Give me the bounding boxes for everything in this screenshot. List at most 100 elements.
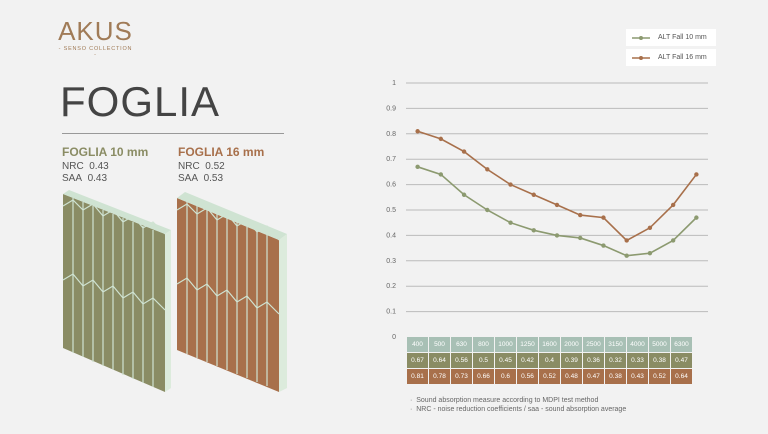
data-point	[624, 238, 629, 243]
product-name: FOGLIA 10 mm	[62, 145, 149, 159]
svg-text:0: 0	[392, 334, 396, 340]
frequency-row: 400 500 630 800 1000 1250 1600 2000 2500 3150 4000…	[406, 336, 693, 353]
data-point	[438, 172, 444, 177]
brand-tagline: - SENSO COLLECTION -	[58, 46, 133, 58]
page-title: FOGLIA	[60, 78, 221, 125]
data-point	[461, 192, 467, 197]
data-point	[670, 238, 676, 243]
brand-logo: AKUS - SENSO COLLECTION -	[58, 18, 133, 58]
data-point	[694, 215, 699, 220]
series-line	[417, 166, 697, 257]
table-cell: 6300	[670, 336, 693, 353]
saa-label: SAA	[178, 173, 199, 184]
table-cell: 0.81	[406, 368, 429, 385]
foglia-16-row: 0.81 0.78 0.73 0.66 0.6 0.56 0.52 0.48 0.47 0.38 0…	[406, 368, 693, 385]
data-point	[485, 167, 490, 172]
data-point	[647, 250, 653, 256]
table-cell: 1000	[494, 336, 517, 353]
table-cell: 2000	[560, 336, 583, 353]
table-cell: 0.38	[648, 352, 671, 369]
brand-name: AKUS	[58, 16, 133, 46]
table-cell: 5000	[648, 336, 671, 353]
table-cell: 0.66	[472, 368, 495, 385]
data-point	[578, 212, 583, 218]
table-cell: 0.56	[450, 352, 473, 369]
data-point	[508, 220, 513, 225]
table-cell: 0.39	[560, 352, 583, 369]
table-cell: 0.32	[604, 352, 627, 369]
line-chart: 0 0.1 0.2 0.3 0.4 0.5 0.6 0.7 0.8 0.9 1	[386, 80, 708, 340]
svg-text:0.6: 0.6	[386, 182, 396, 189]
note-item: · Sound absorption measure according to …	[410, 397, 599, 404]
product-foglia-16: FOGLIA 16 mm NRC 0.52 SAA 0.53	[178, 146, 264, 185]
svg-text:0.8: 0.8	[386, 131, 396, 138]
nrc-value: 0.43	[89, 161, 109, 172]
table-cell: 0.73	[450, 368, 473, 385]
table-cell: 0.36	[582, 352, 605, 369]
product-name: FOGLIA 16 mm	[178, 145, 265, 159]
data-point	[554, 233, 560, 238]
table-cell: 0.64	[670, 368, 693, 385]
table-cell: 0.56	[516, 368, 539, 385]
panel-illustrations	[62, 190, 287, 392]
data-point	[415, 164, 420, 170]
data-table: 400 500 630 800 1000 1250 1600 2000 2500 3150 4000…	[406, 336, 693, 385]
svg-text:0.2: 0.2	[386, 283, 396, 290]
table-cell: 0.64	[428, 352, 451, 369]
data-point	[461, 149, 467, 154]
data-point	[601, 215, 606, 220]
data-point	[554, 202, 560, 208]
legend-label: ALT Fall 10 mm	[658, 34, 707, 41]
data-point	[601, 243, 606, 248]
table-cell: 1250	[516, 336, 539, 353]
table-cell: 0.5	[472, 352, 495, 369]
panel-16mm-image	[176, 192, 287, 392]
legend-marker-icon	[632, 55, 650, 60]
table-cell: 0.48	[560, 368, 583, 385]
legend-marker-icon	[632, 35, 650, 40]
table-cell: 4000	[626, 336, 649, 353]
table-cell: 0.42	[516, 352, 539, 369]
table-cell: 0.4	[538, 352, 561, 369]
saa-value: 0.43	[87, 173, 108, 184]
svg-text:0.1: 0.1	[386, 309, 396, 316]
table-cell: 500	[428, 336, 451, 353]
data-point	[485, 207, 490, 213]
table-cell: 0.6	[494, 368, 517, 385]
table-cell: 0.47	[670, 352, 693, 369]
svg-text:1: 1	[392, 80, 396, 87]
nrc-label: NRC	[62, 161, 84, 172]
table-cell: 0.52	[538, 368, 561, 385]
data-point	[531, 192, 536, 197]
nrc-label: NRC	[178, 161, 200, 172]
data-point	[438, 136, 444, 142]
title-divider	[62, 133, 284, 134]
table-cell: 0.45	[494, 352, 517, 369]
svg-text:0.3: 0.3	[386, 258, 396, 265]
data-point	[624, 253, 629, 258]
data-point	[415, 129, 420, 134]
series-line	[417, 130, 698, 242]
saa-label: SAA	[62, 173, 83, 184]
table-cell: 0.67	[406, 352, 429, 369]
table-cell: 0.43	[626, 368, 649, 385]
nrc-value: 0.52	[205, 161, 225, 172]
table-cell: 2500	[582, 336, 605, 353]
table-cell: 630	[450, 336, 473, 353]
data-point	[670, 202, 676, 208]
table-cell: 0.47	[582, 368, 605, 385]
saa-value: 0.53	[203, 173, 224, 184]
svg-text:0.7: 0.7	[386, 156, 396, 163]
table-cell: 3150	[604, 336, 627, 353]
data-point	[694, 172, 699, 177]
legend-item-10mm: ALT Fall 10 mm	[626, 29, 716, 46]
data-point	[508, 182, 513, 187]
product-foglia-10: FOGLIA 10 mm NRC 0.43 SAA 0.43	[62, 146, 148, 185]
table-cell: 0.38	[604, 368, 627, 385]
note-item: · NRC - noise reduction coefficients / s…	[410, 406, 627, 413]
panel-10mm-image	[62, 190, 171, 392]
data-point	[531, 228, 536, 233]
data-point	[578, 235, 583, 241]
data-point	[647, 225, 653, 230]
legend-label: ALT Fall 16 mm	[658, 54, 707, 61]
